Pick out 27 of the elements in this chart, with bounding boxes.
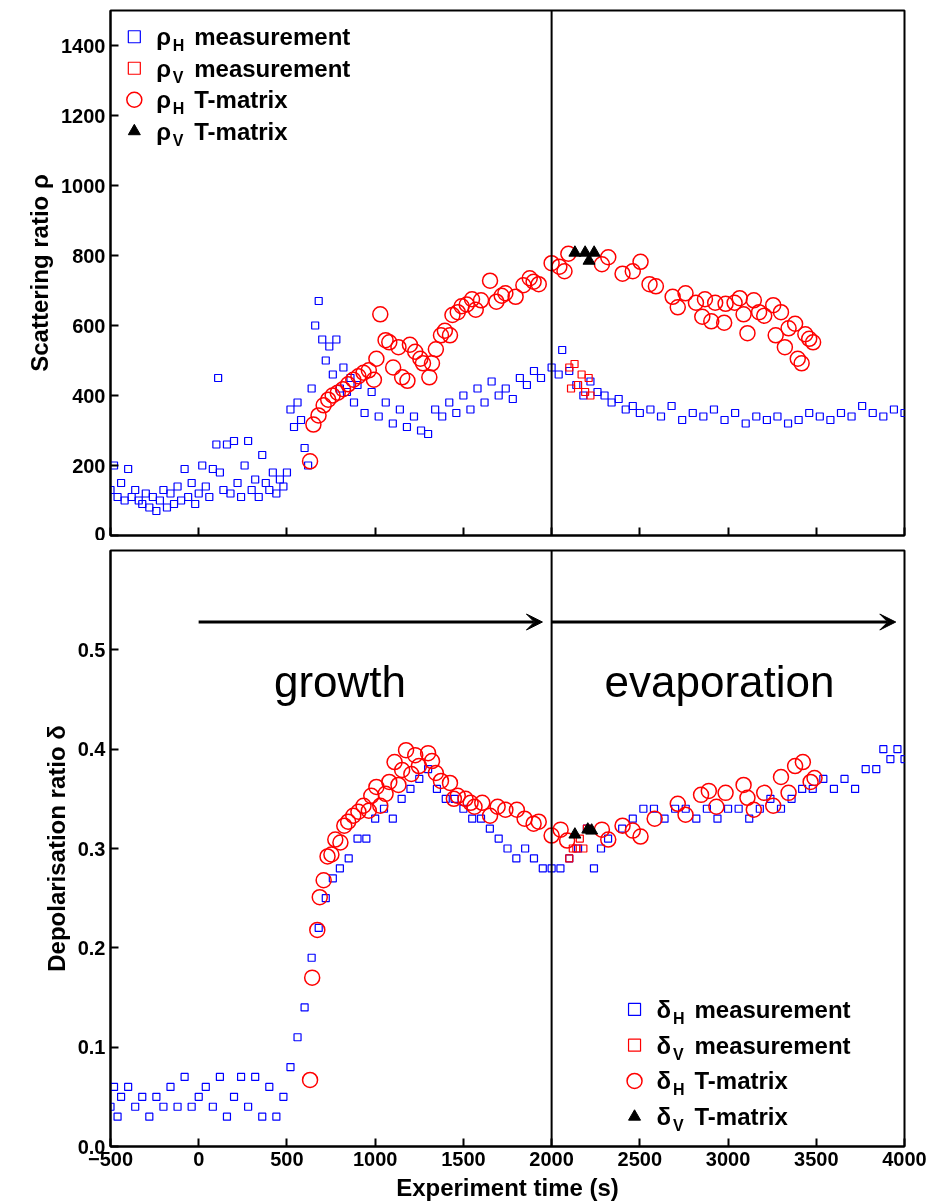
y-tick-label: 0.3 [77, 837, 106, 860]
x-axis-title: Experiment time (s) [396, 1173, 619, 1201]
y-tick-label: 1200 [61, 104, 106, 127]
x-tick-label: 3000 [705, 1147, 751, 1170]
y-axis-title: Depolarisation ratio δ [42, 725, 70, 972]
x-tick-label: 500 [270, 1147, 304, 1170]
y-tick-label: 1400 [61, 34, 106, 57]
x-tick-label: 2500 [617, 1147, 663, 1170]
y-tick-label: 1000 [61, 174, 106, 197]
y-tick-label: 0.2 [77, 936, 106, 959]
x-tick-label: 0 [193, 1147, 205, 1170]
y-tick-label: 800 [72, 244, 106, 267]
y-tick-label: 0 [94, 522, 106, 545]
x-tick-label: 2000 [529, 1147, 574, 1170]
y-tick-label: 0.5 [77, 638, 106, 661]
x-tick-label: 4000 [882, 1147, 927, 1170]
y-tick-label: 0.1 [77, 1036, 106, 1059]
y-tick-label: 0.4 [77, 738, 107, 761]
y-axis-title: Scattering ratio ρ [26, 174, 54, 372]
annotation: growth [273, 657, 407, 707]
x-tick-label: 3500 [794, 1147, 839, 1170]
x-tick-label: 1500 [441, 1147, 486, 1170]
y-tick-label: 200 [72, 454, 106, 477]
y-tick-label: 400 [72, 384, 106, 407]
y-tick-label: 600 [72, 314, 106, 337]
annotation: evaporation [604, 657, 835, 707]
x-tick-label: 1000 [352, 1147, 398, 1170]
